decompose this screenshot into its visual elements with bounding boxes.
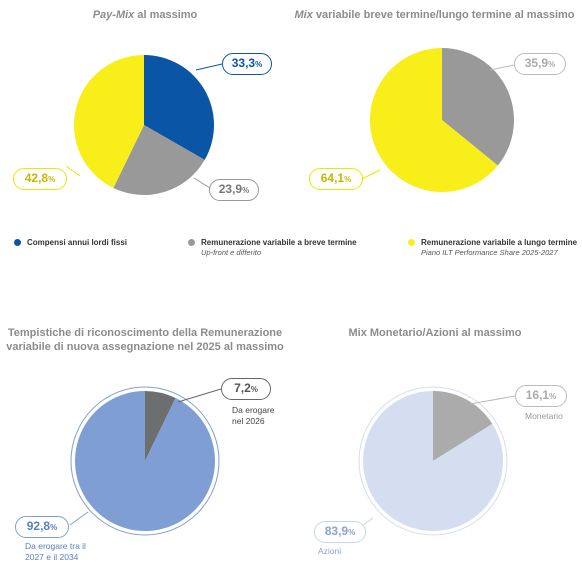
legend-item-long: Remunerazione variabile a lungo termine … — [408, 238, 578, 258]
legend-item-fixed: Compensi annui lordi fissi — [14, 238, 128, 248]
chart3-callout-later: 92,8% — [15, 516, 69, 538]
pie-slice-3 — [73, 55, 144, 188]
legend-dot-yellow — [408, 239, 415, 246]
chart3-note-later: Da erogare tra il 2027 e il 2034 — [25, 541, 86, 563]
chart4-value-shares: 83,9 — [324, 524, 349, 538]
chart1-callout-long: 42,8% — [13, 168, 67, 190]
chart1-title: Pay-Mix al massimo — [40, 8, 250, 22]
chart3-note-2026-line1: Da erogare — [232, 405, 275, 415]
chart4-callout-shares: 83,9% — [314, 521, 366, 543]
pct-sign: % — [50, 523, 58, 532]
pct-sign: % — [255, 60, 263, 69]
chart2-callout-long: 64,1% — [309, 168, 363, 190]
chart3-title-line2: variabile di nuova assegnazione nel 2025… — [6, 341, 284, 353]
chart3-callout-2026: 7,2% — [221, 378, 271, 400]
pct-sign: % — [242, 186, 250, 195]
chart3-note-later-line1: Da erogare tra il — [25, 541, 86, 551]
chart4-title: Mix Monetario/Azioni al massimo — [310, 326, 560, 340]
pie-slice-1 — [442, 48, 514, 166]
pie-slice-2 — [363, 391, 503, 531]
pct-sign: % — [548, 60, 556, 69]
chart2-callout-short: 35,9% — [514, 53, 566, 75]
pie-slice-2 — [75, 391, 216, 531]
chart4-callout-cash: 16,1% — [515, 385, 567, 407]
legend-dot-blue — [14, 239, 21, 246]
chart3-value-later: 92,8 — [26, 519, 51, 533]
chart1-title-rest: al massimo — [134, 9, 198, 21]
chart1-value-short: 23,9 — [218, 182, 243, 196]
chart2-title-rest: variabile breve termine/lungo termine al… — [312, 9, 575, 21]
pie-slice-2 — [370, 48, 498, 193]
pie-slice-1 — [144, 55, 214, 160]
legend-label-long: Remunerazione variabile a lungo termine — [421, 238, 578, 247]
legend-sub-long: Piano ILT Performance Share 2025-2027 — [421, 248, 558, 257]
legend-item-short: Remunerazione variabile a breve termine … — [188, 238, 357, 258]
chart3-note-later-line2: 2027 e il 2034 — [25, 552, 79, 562]
legend-dot-grey — [188, 239, 195, 246]
legend-label-short: Remunerazione variabile a breve termine — [201, 238, 357, 247]
chart4-note-cash-text: Monetario — [525, 411, 563, 421]
chart2-value-long: 64,1 — [320, 171, 345, 185]
chart3-note-2026: Da erogare nel 2026 — [232, 405, 275, 427]
pie-slice-1 — [145, 391, 176, 461]
chart2-title: Mix variabile breve termine/lungo termin… — [292, 8, 577, 22]
pct-sign: % — [348, 528, 356, 537]
chart1-callout-short: 23,9% — [209, 179, 259, 201]
chart4-note-shares: Azioni — [318, 546, 341, 557]
legend-label-fixed: Compensi annui lordi fissi — [27, 238, 128, 247]
chart1-value-long: 42,8 — [24, 171, 49, 185]
pct-sign: % — [48, 175, 56, 184]
chart1-callout-fixed: 33,3% — [222, 53, 272, 75]
chart4-title-text: Mix Monetario/Azioni al massimo — [348, 327, 522, 339]
pie-slice-2 — [113, 125, 205, 195]
chart3-title-line1: Tempistiche di riconoscimento della Remu… — [7, 327, 283, 339]
chart3-note-2026-line2: nel 2026 — [232, 416, 265, 426]
pct-sign: % — [250, 385, 258, 394]
chart4-note-shares-text: Azioni — [318, 546, 342, 556]
chart3-title: Tempistiche di riconoscimento della Remu… — [0, 326, 290, 354]
pct-sign: % — [549, 392, 557, 401]
chart2-value-short: 35,9 — [524, 56, 549, 70]
pie-slice-1 — [433, 391, 493, 461]
chart4-value-cash: 16,1 — [525, 388, 550, 402]
chart4-note-cash: Monetario — [525, 411, 563, 422]
legend-sub-short: Up-front e differito — [201, 248, 262, 257]
chart1-value-fixed: 33,3 — [231, 56, 256, 70]
chart1-title-italic: Pay-Mix — [92, 9, 135, 21]
pct-sign: % — [344, 175, 352, 184]
chart3-value-2026: 7,2 — [234, 381, 251, 395]
chart2-title-italic: Mix — [294, 9, 313, 21]
